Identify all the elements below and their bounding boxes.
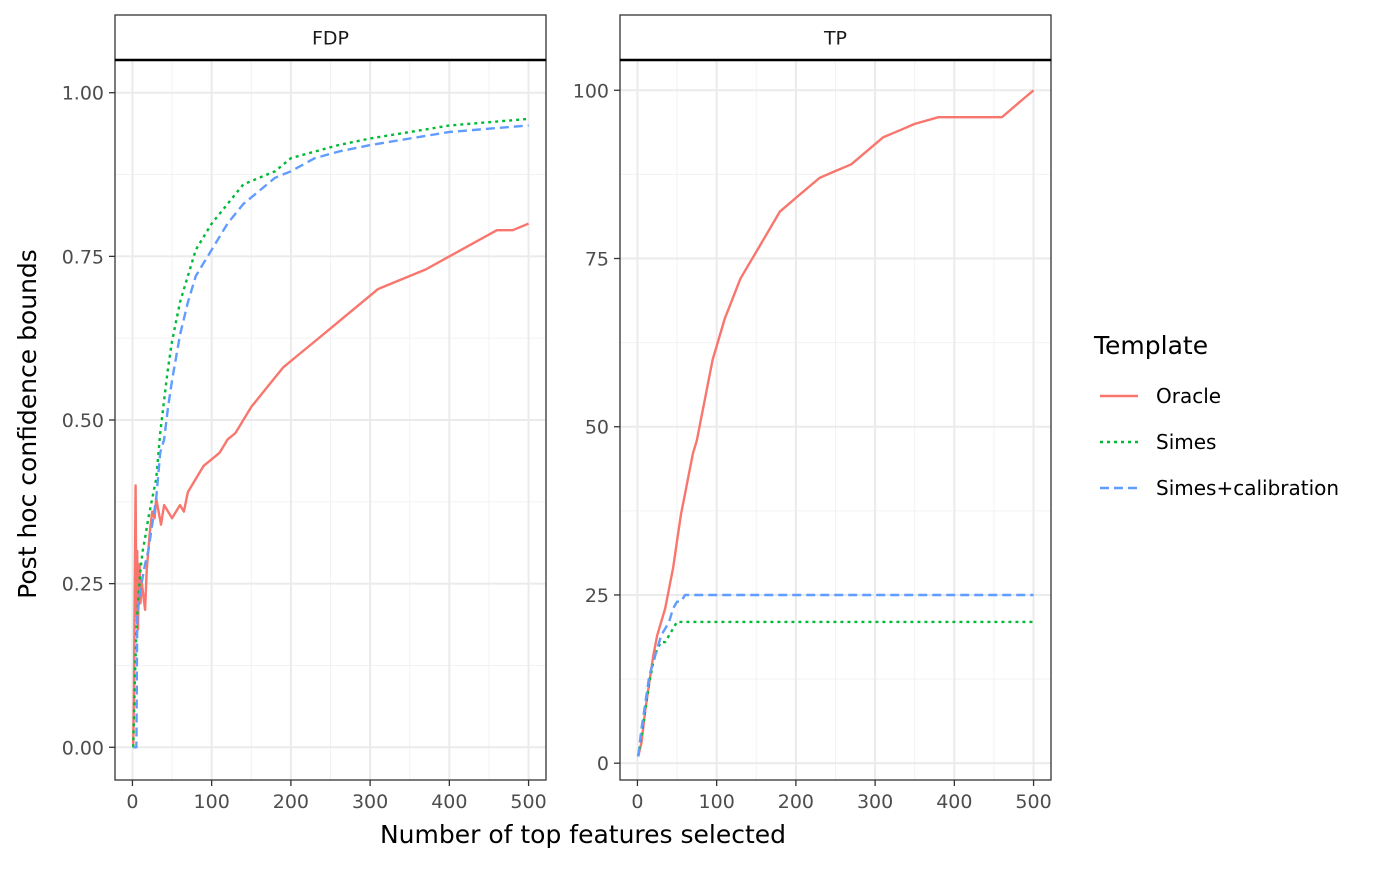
series-layer-tp <box>637 89 1035 757</box>
axes-tp: 0 100 200 300 400 500 0 25 50 75 100 <box>573 80 1052 813</box>
series-layer-fdp <box>132 117 530 749</box>
legend-entries: Oracle Simes Simes+calibration <box>1100 384 1339 500</box>
legend: Template Oracle Simes Simes+calibration <box>1093 331 1339 500</box>
x-tick-label: 300 <box>857 791 893 813</box>
x-axis-title: Number of top features selected <box>380 820 786 849</box>
series-line-simes-calibration-fdp <box>133 124 529 749</box>
series-line-oracle-tp <box>637 89 1035 757</box>
x-tick-label: 200 <box>778 791 814 813</box>
x-tick-label: 400 <box>936 791 972 813</box>
y-tick-label: 0.75 <box>62 246 104 268</box>
strip-box-tp <box>619 14 1052 61</box>
legend-label-simes-calibration: Simes+calibration <box>1156 476 1339 500</box>
strip-label-tp: TP <box>823 28 847 50</box>
x-tick-label: 0 <box>631 791 643 813</box>
x-tick-label: 200 <box>273 791 309 813</box>
legend-entry-simes: Simes <box>1100 430 1216 454</box>
series-line-simes-calibration-tp <box>637 593 1034 757</box>
legend-entry-simes-calibration: Simes+calibration <box>1100 476 1339 500</box>
y-tick-label: 50 <box>585 417 609 439</box>
x-tick-label: 400 <box>431 791 467 813</box>
axes-fdp: 0 100 200 300 400 500 0.00 0.25 0.50 0.75 1.00 <box>62 83 547 813</box>
y-tick-label: 0.00 <box>62 737 104 759</box>
x-tick-label: 100 <box>194 791 230 813</box>
y-tick-label: 0 <box>597 753 609 775</box>
x-tick-label: 100 <box>699 791 735 813</box>
y-tick-label: 1.00 <box>62 83 104 105</box>
x-tick-label: 0 <box>126 791 138 813</box>
grid-tp <box>620 60 1051 780</box>
legend-label-simes: Simes <box>1156 430 1216 454</box>
x-tick-label: 500 <box>510 791 546 813</box>
panel-tp: TP 0 100 200 300 400 500 0 25 50 75 100 <box>573 14 1052 813</box>
y-axis-title: Post hoc confidence bounds <box>13 249 42 599</box>
grid-fdp <box>115 60 546 780</box>
y-tick-label: 75 <box>585 249 609 271</box>
series-line-simes-fdp <box>132 117 529 748</box>
x-tick-label: 300 <box>352 791 388 813</box>
y-tick-label: 100 <box>573 80 609 102</box>
y-tick-label: 0.50 <box>62 410 104 432</box>
y-tick-label: 0.25 <box>62 574 104 596</box>
x-tick-label: 500 <box>1015 791 1051 813</box>
y-tick-label: 25 <box>585 585 609 607</box>
legend-title: Template <box>1093 331 1208 360</box>
strip-label-fdp: FDP <box>312 28 349 50</box>
legend-entry-oracle: Oracle <box>1100 384 1221 408</box>
legend-label-oracle: Oracle <box>1156 384 1221 408</box>
panel-fdp: FDP 0 100 200 300 400 500 0.00 0.25 0.50 0.75 1.00 <box>62 14 547 813</box>
strip-box-fdp <box>114 14 547 61</box>
